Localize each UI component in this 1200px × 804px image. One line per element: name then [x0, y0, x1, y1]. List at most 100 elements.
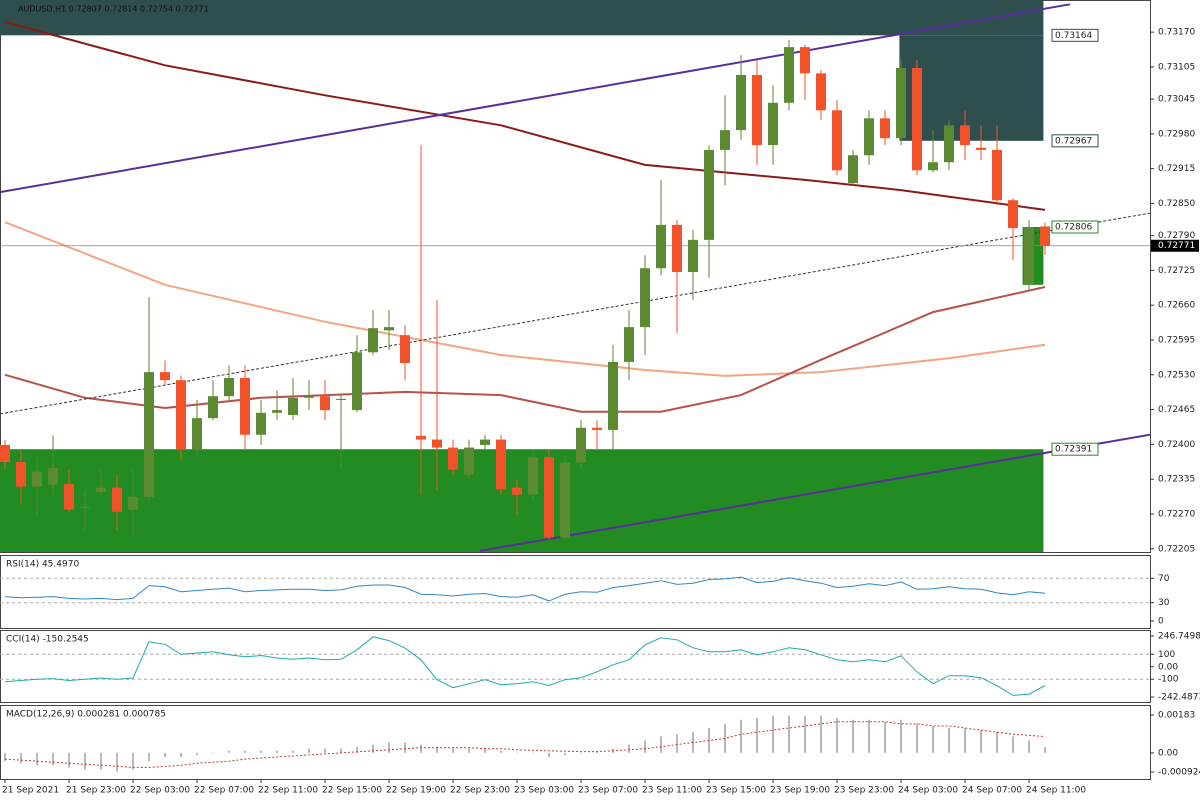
last-price-box [1151, 239, 1199, 252]
x-tick-label: 24 Sep 07:00 [962, 786, 1022, 796]
y-tick-label: 30 [1158, 598, 1170, 608]
y-tick-label: 246.7498 [1158, 632, 1200, 642]
macd-bar [644, 740, 646, 753]
candle-body [768, 102, 778, 146]
macd-bar [500, 750, 502, 753]
macd-bar [836, 717, 838, 753]
level-label: 0.72967 [1055, 136, 1092, 146]
candle-body [32, 471, 42, 487]
x-tick-label: 22 Sep 15:00 [322, 786, 382, 796]
candle-body [192, 418, 202, 450]
macd-bar [660, 736, 662, 753]
macd-bar [372, 744, 374, 753]
candle-body [80, 507, 90, 509]
macd-bar [388, 742, 390, 753]
y-tick-label: 0.72270 [1158, 509, 1195, 519]
macd-bar [1028, 740, 1030, 753]
macd-bar [196, 752, 198, 755]
candle-body [736, 74, 746, 131]
macd-bar [1044, 747, 1046, 753]
macd-bar [868, 719, 870, 753]
candle-body [816, 73, 826, 111]
candle-body [640, 268, 650, 328]
macd-bar [180, 752, 182, 758]
macd-bar [52, 752, 54, 766]
y-tick-label: 100 [1158, 650, 1175, 660]
macd-bar [260, 750, 262, 753]
macd-bar [308, 748, 310, 753]
panel-title: RSI(14) 45.4970 [6, 560, 79, 570]
macd-bar [548, 752, 550, 758]
macd-bar [740, 719, 742, 753]
x-tick-label: 22 Sep 03:00 [130, 786, 190, 796]
x-tick-label: 24 Sep 03:00 [898, 786, 958, 796]
macd-bar [468, 748, 470, 753]
candle-body [48, 467, 58, 485]
y-tick-label: 70 [1158, 574, 1170, 584]
candle-body [384, 327, 394, 331]
level-label: 0.72806 [1055, 223, 1092, 233]
macd-bar [20, 752, 22, 764]
candle-body [848, 155, 858, 184]
candle-body [688, 239, 698, 272]
candle-body [368, 328, 378, 353]
macd-bar [932, 725, 934, 753]
candle-body [864, 118, 874, 156]
macd-bar [356, 746, 358, 753]
zone [0, 0, 1044, 36]
macd-bar [292, 750, 294, 753]
candle-body [800, 47, 810, 74]
macd-bar [148, 752, 150, 762]
x-tick-label: 23 Sep 07:00 [578, 786, 638, 796]
candle-body [240, 377, 250, 435]
candle-body [304, 396, 314, 398]
y-tick-label: 0.72530 [1158, 370, 1195, 380]
macd-bar [436, 746, 438, 753]
candle-body [912, 67, 922, 171]
candle-body [288, 397, 298, 415]
overlay-line [4, 286, 1046, 413]
x-tick-label: 23 Sep 15:00 [706, 786, 766, 796]
indicator-line [4, 576, 1046, 602]
candle-body [944, 125, 954, 163]
y-tick-label: 0.72725 [1158, 266, 1195, 276]
y-tick-label: 0.72400 [1158, 440, 1195, 450]
candle-body [416, 435, 426, 440]
candle-body [560, 462, 570, 538]
candle-body [64, 484, 74, 510]
candle-body [256, 412, 266, 435]
candle-body [320, 396, 330, 411]
x-tick-label: 23 Sep 03:00 [514, 786, 574, 796]
macd-bar [340, 748, 342, 753]
macd-bar [628, 744, 630, 753]
y-tick-label: 0.72465 [1158, 405, 1195, 415]
candle-body [784, 47, 794, 103]
last-price-label: 0.72771 [1158, 241, 1195, 251]
overlay-line [0, 212, 1151, 415]
level-label: 0.72391 [1055, 445, 1092, 455]
candle-body [96, 487, 106, 493]
x-tick-label: 24 Sep 11:00 [1026, 786, 1086, 796]
macd-bar [36, 752, 38, 766]
y-tick-label: -100 [1158, 675, 1179, 685]
candle-body [720, 130, 730, 150]
macd-bar [564, 752, 566, 755]
candle-body [144, 372, 154, 497]
y-tick-label: 0.72980 [1158, 129, 1195, 139]
macd-bar [788, 715, 790, 753]
y-tick-label: -242.4873 [1158, 693, 1200, 703]
y-tick-label: 0.00 [1158, 748, 1178, 758]
macd-bar [276, 750, 278, 753]
x-tick-label: 22 Sep 23:00 [450, 786, 510, 796]
macd-bar [132, 752, 134, 770]
macd-bar [948, 728, 950, 753]
zone [0, 449, 1044, 552]
macd-bar [324, 748, 326, 753]
x-tick-label: 21 Sep 2021 [2, 786, 59, 796]
candle-body [496, 439, 506, 490]
macd-bar [228, 750, 230, 753]
candle-body [0, 444, 10, 463]
macd-bar [980, 730, 982, 753]
x-tick-label: 22 Sep 11:00 [258, 786, 318, 796]
